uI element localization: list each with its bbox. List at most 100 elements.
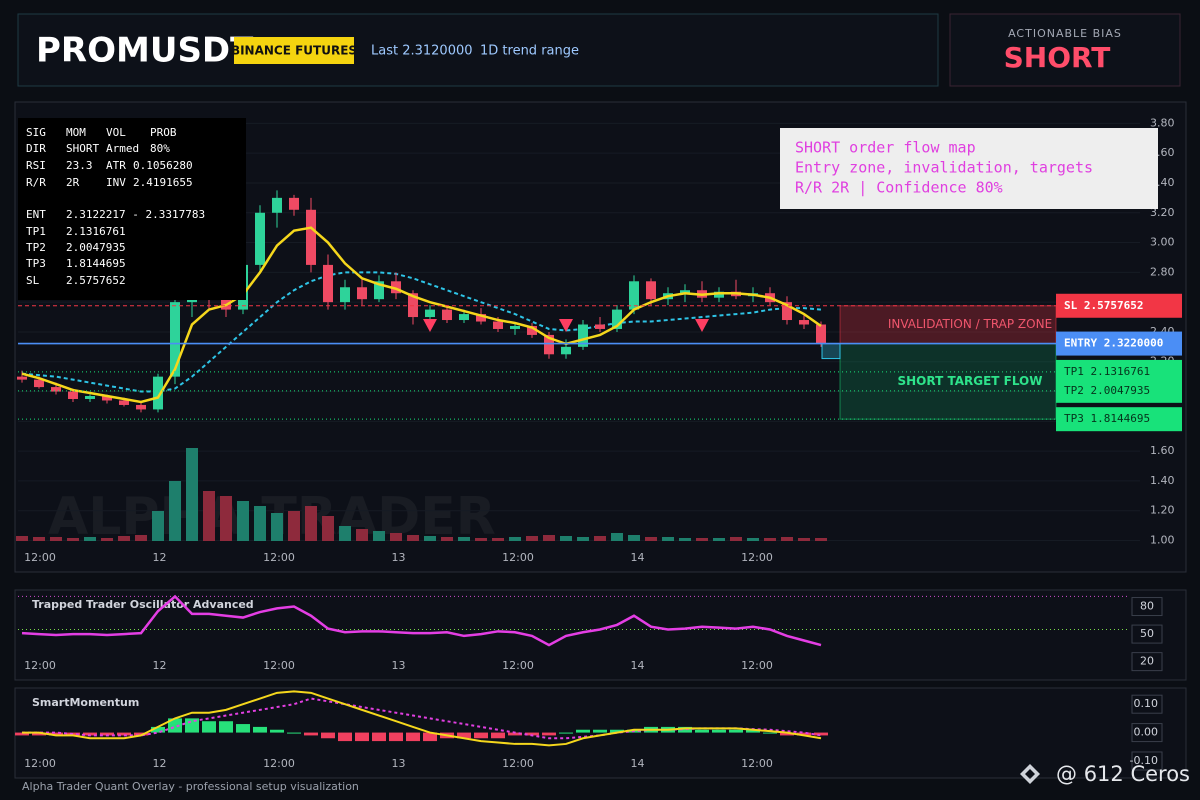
note-line: R/R 2R | Confidence 80% <box>795 179 1003 197</box>
candle-body <box>357 287 367 300</box>
volume-bar <box>441 537 453 541</box>
x-tick-label: 13 <box>392 757 406 770</box>
stats-panel <box>18 118 246 300</box>
stats-cell: 0.1056280 <box>133 159 193 172</box>
histogram-bar <box>797 732 811 736</box>
volume-bar <box>764 538 776 541</box>
x-tick-label: 13 <box>392 551 406 564</box>
x-tick-label: 12:00 <box>263 757 295 770</box>
x-tick-label: 14 <box>631 757 645 770</box>
chart-layer: ALPHA TRADER3.803.603.403.203.002.802.60… <box>15 116 1182 771</box>
histogram-bar <box>338 732 352 742</box>
histogram-bar <box>372 732 386 742</box>
note-layer: SHORT order flow map Entry zone, invalida… <box>795 139 1093 197</box>
target-zone <box>839 343 1057 420</box>
volume-bar <box>373 531 385 541</box>
candle-body <box>595 324 605 329</box>
histogram-bar <box>763 732 777 734</box>
histogram-bar <box>406 732 420 742</box>
volume-bar <box>118 536 130 541</box>
stats-cell: INV <box>106 176 126 189</box>
volume-bar <box>798 538 810 541</box>
x-tick-label: 12:00 <box>502 551 534 564</box>
level-label: SL 2.5757652 <box>1064 299 1143 312</box>
histogram-bar <box>559 732 573 734</box>
entry-zone <box>821 343 841 360</box>
volume-bar <box>322 516 334 541</box>
candle-body <box>17 376 27 380</box>
histogram-bar <box>712 729 726 733</box>
panel-title: Trapped Trader Oscillator Advanced <box>32 598 254 611</box>
stats-cell: SIG <box>26 126 46 139</box>
y-tick-label: 3.80 <box>1150 116 1175 129</box>
level-box <box>1056 407 1182 432</box>
x-tick-label: 12:00 <box>741 551 773 564</box>
level-label: TP3 1.8144695 <box>1064 412 1150 425</box>
volume-bar <box>186 448 198 541</box>
exchange: BINANCE FUTURES <box>231 44 357 58</box>
stats-cell: 2R <box>66 176 80 189</box>
histogram-bar <box>355 732 369 742</box>
y-tick-label: 1.40 <box>1150 474 1175 487</box>
histogram-bar <box>474 732 488 739</box>
zone-label: SHORT TARGET FLOW <box>898 374 1043 388</box>
candle-body <box>68 391 78 399</box>
y-tick-box <box>1131 624 1163 644</box>
sell-signal <box>423 319 437 332</box>
stats-cell: 2.4191655 <box>133 176 193 189</box>
stats-cell: 2.3122217 - 2.3317783 <box>66 208 205 221</box>
volume-bar <box>543 535 555 541</box>
volume-bar <box>662 537 674 541</box>
y-tick-box <box>1131 723 1163 743</box>
volume-bar <box>390 533 402 541</box>
volume-bar <box>169 481 181 541</box>
y-tick-label: 3.20 <box>1150 206 1175 219</box>
histogram-bar <box>117 732 131 736</box>
momentum-panel <box>14 687 1187 779</box>
stats-cell: ATR <box>106 159 126 172</box>
level-label: TP2 2.0047935 <box>1064 384 1150 397</box>
x-tick-label: 14 <box>631 551 645 564</box>
stats-cell: R/R <box>26 176 46 189</box>
stats-cell: SL <box>26 274 40 287</box>
candle-body <box>425 309 435 318</box>
volume-bar <box>679 538 691 541</box>
candle-body <box>170 302 180 377</box>
y-tick-label: 0.10 <box>1134 697 1159 710</box>
y-tick-box <box>1131 751 1163 771</box>
candle-body <box>272 197 282 213</box>
x-tick-label: 12:00 <box>502 757 534 770</box>
sell-signal <box>695 319 709 332</box>
candle-body <box>816 324 826 344</box>
candle-body <box>561 346 571 355</box>
stats-cell: 1.8144695 <box>66 257 126 270</box>
stats-cell: TP3 <box>26 257 46 270</box>
histogram-bar <box>457 732 471 739</box>
stats-cell: 2.1316761 <box>66 225 126 238</box>
x-tick-label: 13 <box>392 659 406 672</box>
histogram-bar <box>678 726 692 733</box>
stats-cell: DIR <box>26 142 46 155</box>
stats-cell: TP2 <box>26 241 46 254</box>
candle-body <box>391 281 401 294</box>
histogram-bar <box>491 732 505 739</box>
volume-bar <box>645 537 657 541</box>
candle-body <box>544 334 554 355</box>
volume-bar <box>696 538 708 541</box>
volume-bar <box>781 537 793 541</box>
histogram-bar <box>287 732 301 734</box>
candle-body <box>136 404 146 410</box>
histogram-bar <box>151 726 165 733</box>
volume-bar <box>458 537 470 541</box>
volume-bar <box>305 506 317 541</box>
histogram-bar <box>389 732 403 742</box>
histogram-bar <box>542 732 556 736</box>
histogram-bar <box>185 718 199 733</box>
oscillator-panel <box>14 589 1187 681</box>
x-tick-label: 12:00 <box>263 551 295 564</box>
volume-bar <box>730 537 742 541</box>
stats-layer: SIG MOM VOL PROB DIR SHORT Armed 80% RSI 23.3 ATR 0… <box>26 126 205 287</box>
candle-body <box>442 309 452 321</box>
stats-cell: RSI <box>26 159 46 172</box>
